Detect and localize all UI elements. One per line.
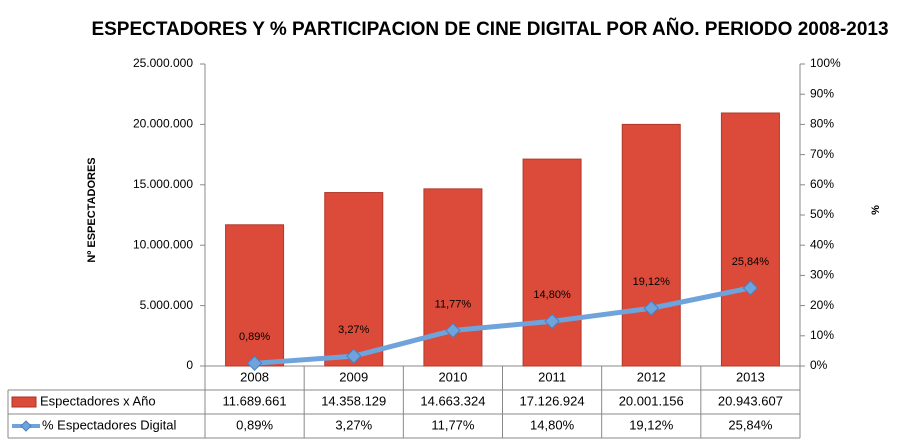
table-cell: 19,12% [629, 417, 674, 432]
data-label: 19,12% [633, 276, 671, 288]
y2-tick-label: 30% [810, 268, 834, 282]
legend-label: Espectadores x Año [40, 393, 156, 408]
table-cell: 14,80% [530, 417, 575, 432]
line-marker [742, 280, 759, 296]
table-cell: 3,27% [335, 417, 372, 432]
line-marker [445, 322, 461, 339]
y-tick-label: 10.000.000 [133, 237, 193, 251]
y-tick-label: 5.000.000 [140, 298, 194, 312]
x-tick-label: 2008 [240, 369, 269, 384]
bar [225, 224, 285, 367]
y-tick-label: 0 [186, 358, 193, 372]
table-cell: 14.663.324 [420, 393, 485, 408]
y2-tick-label: 0% [810, 358, 828, 372]
y-axis-label: Nº ESPECTADORES [86, 157, 98, 262]
y2-tick-label: 60% [810, 177, 834, 191]
legend-marker [20, 420, 32, 432]
y2-tick-label: 50% [810, 207, 834, 221]
data-label: 0,89% [239, 331, 270, 343]
line [254, 285, 751, 366]
table-cell: 14.358.129 [321, 393, 386, 408]
x-tick-label: 2011 [538, 369, 566, 384]
table-cell: 0,89% [236, 417, 273, 432]
y2-tick-label: 80% [810, 117, 834, 131]
data-label: 14,80% [533, 289, 571, 301]
line-marker [246, 355, 263, 372]
bar [522, 158, 582, 367]
x-tick-label: 2013 [736, 369, 765, 384]
y2-tick-label: 70% [810, 147, 834, 161]
bar [324, 192, 384, 367]
y2-tick-label: 20% [810, 298, 834, 312]
y-tick-label: 25.000.000 [133, 56, 193, 70]
data-label: 3,27% [338, 324, 369, 336]
line-marker [346, 348, 362, 364]
chart-title: ESPECTADORES Y % PARTICIPACION DE CINE D… [91, 18, 888, 40]
y2-tick-label: 10% [810, 328, 834, 342]
legend-label: % Espectadores Digital [42, 417, 177, 432]
y2-axis-label: % [870, 205, 882, 215]
data-label: 25,84% [732, 256, 770, 268]
bar [720, 112, 780, 367]
x-tick-label: 2012 [637, 369, 666, 384]
bar [621, 123, 681, 367]
line-marker [643, 300, 659, 316]
data-label: 11,77% [435, 298, 472, 310]
y-tick-label: 15.000.000 [133, 177, 193, 191]
line-marker [544, 313, 560, 330]
y2-tick-label: 100% [810, 56, 841, 70]
x-tick-label: 2010 [438, 369, 467, 384]
table-cell: 20.943.607 [718, 393, 783, 408]
table-cell: 17.126.924 [520, 393, 585, 408]
table-cell: 20.001.156 [619, 393, 684, 408]
y2-tick-label: 90% [810, 86, 834, 100]
table-cell: 25,84% [728, 417, 773, 432]
y-tick-label: 20.000.000 [133, 117, 193, 131]
table-cell: 11.689.661 [223, 393, 287, 408]
x-tick-label: 2009 [339, 369, 368, 384]
y2-tick-label: 40% [810, 237, 834, 251]
table-cell: 11,77% [431, 417, 475, 432]
legend-swatch [11, 396, 37, 408]
bar [423, 188, 483, 367]
